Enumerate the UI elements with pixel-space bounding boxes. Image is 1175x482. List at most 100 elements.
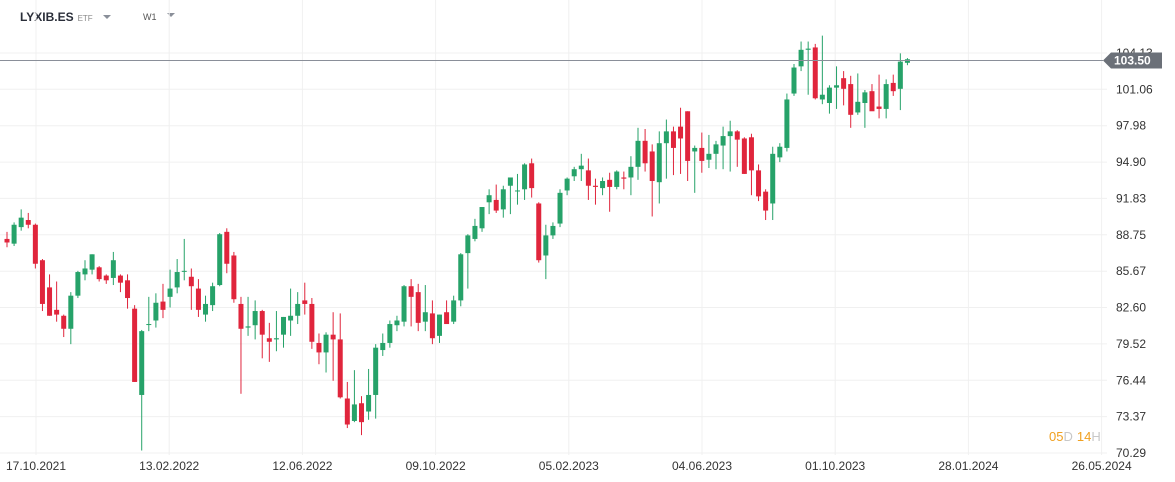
candle bbox=[670, 126, 676, 176]
y-tick-label: 85.67 bbox=[1116, 264, 1146, 278]
y-tick-label: 82.60 bbox=[1116, 300, 1146, 314]
candle-body bbox=[231, 255, 237, 300]
candle-body bbox=[649, 151, 655, 182]
candle bbox=[699, 132, 705, 173]
x-tick-label: 04.06.2023 bbox=[672, 459, 732, 473]
candle-body bbox=[741, 138, 747, 174]
candle bbox=[713, 140, 719, 170]
candle bbox=[181, 238, 187, 281]
candle bbox=[146, 296, 152, 332]
y-tick-label: 73.37 bbox=[1116, 410, 1146, 424]
candle bbox=[649, 144, 655, 217]
candle bbox=[323, 332, 329, 373]
timeframe-selector[interactable]: W1 bbox=[143, 12, 175, 22]
candle-body bbox=[153, 302, 159, 321]
candle bbox=[273, 311, 279, 352]
candle bbox=[607, 172, 613, 212]
candle-body bbox=[692, 147, 698, 152]
candle bbox=[302, 282, 308, 315]
candle bbox=[486, 189, 492, 215]
candle bbox=[706, 134, 712, 169]
countdown-hours-unit: H bbox=[1091, 429, 1101, 444]
candle bbox=[429, 300, 435, 345]
candle-body bbox=[826, 87, 832, 103]
candle-body bbox=[344, 398, 350, 425]
candle bbox=[387, 320, 393, 348]
candle-body bbox=[642, 140, 648, 164]
chevron-down-icon[interactable] bbox=[166, 13, 175, 17]
candle bbox=[394, 315, 400, 332]
candle-body bbox=[188, 276, 194, 287]
candle bbox=[465, 234, 471, 289]
candle bbox=[557, 189, 563, 228]
candle-body bbox=[834, 85, 840, 88]
candle-body bbox=[359, 403, 364, 423]
candle-body bbox=[635, 140, 641, 167]
candle-body bbox=[281, 316, 287, 335]
candle bbox=[656, 131, 662, 204]
candle bbox=[522, 163, 528, 200]
candle-body bbox=[380, 342, 386, 351]
chevron-down-icon[interactable] bbox=[102, 15, 111, 19]
candle-body bbox=[720, 136, 726, 146]
y-tick-label: 94.90 bbox=[1116, 155, 1146, 169]
candle-body bbox=[748, 137, 754, 171]
candle-body bbox=[890, 82, 896, 92]
candle bbox=[61, 314, 67, 338]
candle bbox=[458, 253, 464, 307]
candle-body bbox=[238, 303, 244, 329]
candle bbox=[621, 171, 627, 190]
candle bbox=[217, 233, 223, 287]
candle-body bbox=[96, 267, 102, 280]
candle bbox=[366, 368, 372, 420]
candle-body bbox=[351, 404, 357, 421]
candle bbox=[309, 298, 315, 349]
candle-body bbox=[841, 78, 847, 89]
candle bbox=[188, 268, 194, 310]
candle-body bbox=[408, 286, 414, 297]
candle bbox=[543, 224, 549, 280]
candle bbox=[89, 254, 95, 275]
candle-body bbox=[266, 338, 272, 342]
y-tick-label: 79.52 bbox=[1116, 337, 1146, 351]
candle bbox=[224, 228, 230, 274]
candle-body bbox=[812, 47, 818, 99]
candle bbox=[678, 107, 684, 174]
candle-body bbox=[713, 144, 719, 154]
candle bbox=[75, 270, 81, 299]
candle-body bbox=[876, 106, 882, 109]
symbol-selector[interactable]: LYXIB.ES ETF bbox=[20, 10, 111, 24]
candle-body bbox=[855, 101, 861, 113]
candle bbox=[32, 223, 38, 269]
candle-body bbox=[436, 314, 442, 336]
candle bbox=[472, 218, 478, 242]
candle bbox=[153, 293, 159, 328]
candle bbox=[585, 158, 591, 200]
candle bbox=[231, 251, 237, 303]
x-tick-label: 01.10.2023 bbox=[805, 459, 865, 473]
candle bbox=[805, 41, 811, 95]
candle bbox=[401, 285, 407, 327]
candle-body bbox=[507, 177, 513, 186]
candle bbox=[763, 189, 769, 221]
candle-body bbox=[259, 311, 265, 335]
candle bbox=[564, 177, 570, 196]
candle bbox=[444, 300, 450, 325]
candle-body bbox=[798, 49, 804, 67]
candle bbox=[600, 177, 606, 196]
candle-body bbox=[217, 234, 223, 286]
candle bbox=[756, 164, 762, 202]
candle-body bbox=[869, 91, 875, 112]
candle-body bbox=[47, 287, 53, 316]
candle-body bbox=[458, 254, 464, 301]
candle bbox=[174, 259, 180, 294]
candle-body bbox=[167, 288, 173, 297]
last-price-label: 103.50 bbox=[1114, 53, 1151, 67]
candle bbox=[663, 119, 669, 179]
candle bbox=[904, 58, 910, 66]
y-tick-label: 101.06 bbox=[1116, 82, 1153, 96]
candle-body bbox=[663, 131, 669, 144]
candle bbox=[132, 305, 138, 382]
candle-body bbox=[429, 313, 435, 339]
